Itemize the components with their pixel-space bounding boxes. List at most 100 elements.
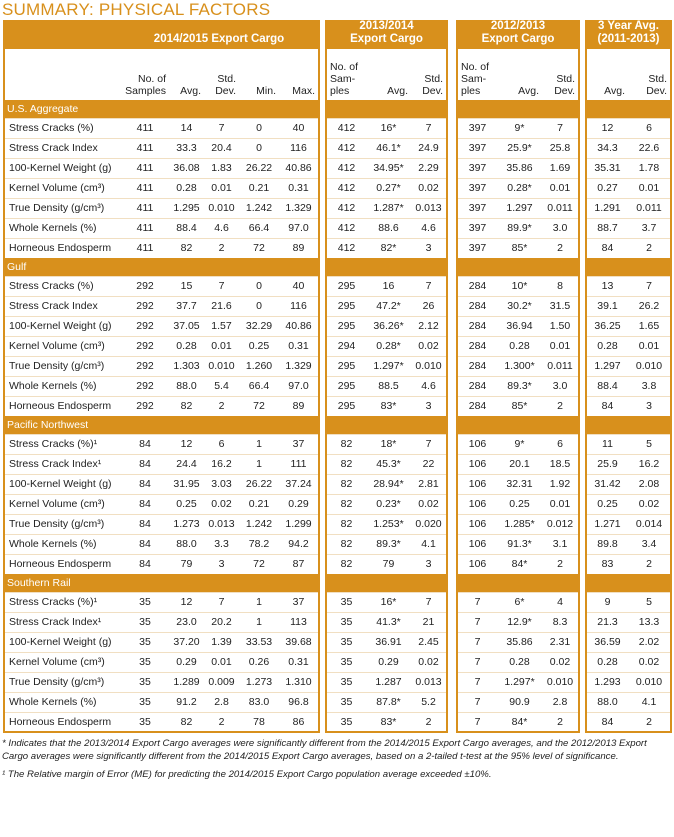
- column-header: Std. Dev.: [628, 49, 672, 100]
- table-cell: 26: [411, 295, 448, 316]
- panel-gap: [579, 494, 586, 514]
- table-cell: 66.4: [239, 217, 279, 238]
- panel-gap: [447, 396, 457, 416]
- table-cell: 82*: [366, 237, 411, 258]
- table-cell: 0.29: [169, 651, 204, 672]
- table-cell: 0.02: [628, 493, 672, 514]
- table-cell: 1.297*: [497, 671, 542, 692]
- table-cell: 397: [456, 157, 497, 178]
- panel-gap: [319, 454, 326, 474]
- table-cell: 292: [121, 375, 169, 396]
- table-cell: 1.299: [279, 513, 320, 534]
- row-label: Stress Crack Index: [3, 137, 121, 158]
- table-cell: 89.8: [585, 533, 628, 554]
- table-cell: 292: [121, 335, 169, 356]
- panel-title: 2013/2014 Export Cargo: [325, 20, 448, 49]
- table-cell: 411: [121, 137, 169, 158]
- table-cell: 0.28: [585, 335, 628, 356]
- table-cell: 20.2: [204, 611, 239, 632]
- table-cell: 0.010: [411, 355, 448, 376]
- table-cell: 0.31: [279, 651, 320, 672]
- table-cell: 411: [121, 237, 169, 258]
- table-cell: 2: [628, 553, 672, 574]
- table-cell: 35: [325, 651, 366, 672]
- table-cell: 35: [121, 651, 169, 672]
- table-cell: 0.012: [542, 513, 580, 534]
- table-cell: 0.28: [497, 335, 542, 356]
- panel-gap: [319, 218, 326, 238]
- table-cell: 82: [169, 237, 204, 258]
- table-cell: 66.4: [239, 375, 279, 396]
- column-header: Max.: [279, 49, 320, 100]
- panel-title-row: 2014/2015 Export Cargo 2013/2014 Export C…: [3, 20, 672, 49]
- table-cell: 39.68: [279, 631, 320, 652]
- table-cell: 284: [456, 335, 497, 356]
- panel-gap: [319, 138, 326, 158]
- table-cell: 82: [169, 395, 204, 416]
- panel-gap: [579, 712, 586, 732]
- section-header-row: Pacific Northwest: [3, 416, 672, 434]
- panel-gap: [319, 198, 326, 218]
- panel-gap: [447, 692, 457, 712]
- panel-title: 3 Year Avg. (2011-2013): [585, 20, 672, 49]
- table-cell: 16: [366, 275, 411, 296]
- table-cell: 14: [169, 117, 204, 138]
- table-cell: 40: [279, 275, 320, 296]
- row-label: True Density (g/cm³): [3, 197, 121, 218]
- table-cell: 35: [121, 591, 169, 612]
- table-row: True Density (g/cm³) 84 1.273 0.013 1.242 1.2…: [3, 513, 672, 534]
- table-cell: 2.29: [411, 157, 448, 178]
- table-cell: 37: [279, 433, 320, 454]
- table-cell: 16*: [366, 117, 411, 138]
- table-cell: 1.253*: [366, 513, 411, 534]
- table-cell: 1.297*: [366, 355, 411, 376]
- table-cell: 1.295: [169, 197, 204, 218]
- table-cell: 7: [456, 631, 497, 652]
- panel-gap: [319, 692, 326, 712]
- table-cell: 411: [121, 157, 169, 178]
- section-header-cell: [585, 258, 672, 276]
- panel-gap: [319, 612, 326, 632]
- row-label: Stress Cracks (%)¹: [3, 591, 121, 612]
- table-cell: 9: [585, 591, 628, 612]
- footnote-significance: * Indicates that the 2013/2014 Export Ca…: [2, 738, 647, 762]
- table-cell: 26.22: [239, 157, 279, 178]
- table-cell: 12.9*: [497, 611, 542, 632]
- panel-gap: [319, 20, 326, 49]
- panel-gap: [319, 158, 326, 178]
- panel-gap: [579, 49, 586, 100]
- panel-gap: [319, 632, 326, 652]
- table-cell: 2.12: [411, 315, 448, 336]
- table-cell: 397: [456, 117, 497, 138]
- table-row: Kernel Volume (cm³) 35 0.29 0.01 0.26 0.31 35 0…: [3, 651, 672, 672]
- panel-gap: [447, 514, 457, 534]
- table-row: Stress Crack Index¹ 35 23.0 20.2 1 113 35 41.3*…: [3, 611, 672, 632]
- row-label: True Density (g/cm³): [3, 513, 121, 534]
- table-cell: 1.242: [239, 197, 279, 218]
- table-row: Whole Kernels (%) 84 88.0 3.3 78.2 94.2 82 89.3…: [3, 533, 672, 554]
- table-cell: 24.9: [411, 137, 448, 158]
- panel-gap: [579, 672, 586, 692]
- table-cell: 7: [204, 591, 239, 612]
- table-cell: 1.39: [204, 631, 239, 652]
- table-row: Stress Cracks (%) 411 14 7 0 40 412 16* 7 397 9* 7 1…: [3, 117, 672, 138]
- table-row: Whole Kernels (%) 292 88.0 5.4 66.4 97.0 295 88…: [3, 375, 672, 396]
- row-label: Kernel Volume (cm³): [3, 335, 121, 356]
- table-cell: 85*: [497, 237, 542, 258]
- table-cell: 0.010: [542, 671, 580, 692]
- table-cell: 18.5: [542, 453, 580, 474]
- table-cell: 0.02: [204, 493, 239, 514]
- table-cell: 35: [325, 671, 366, 692]
- table-cell: 106: [456, 473, 497, 494]
- table-cell: 0.25: [169, 493, 204, 514]
- table-cell: 295: [325, 395, 366, 416]
- panel-gap: [319, 652, 326, 672]
- table-cell: 2.45: [411, 631, 448, 652]
- table-cell: 284: [456, 375, 497, 396]
- table-cell: 88.7: [585, 217, 628, 238]
- panel-gap: [447, 554, 457, 574]
- table-cell: 294: [325, 335, 366, 356]
- table-cell: 97.0: [279, 375, 320, 396]
- panel-gap: [579, 198, 586, 218]
- table-cell: 3.4: [628, 533, 672, 554]
